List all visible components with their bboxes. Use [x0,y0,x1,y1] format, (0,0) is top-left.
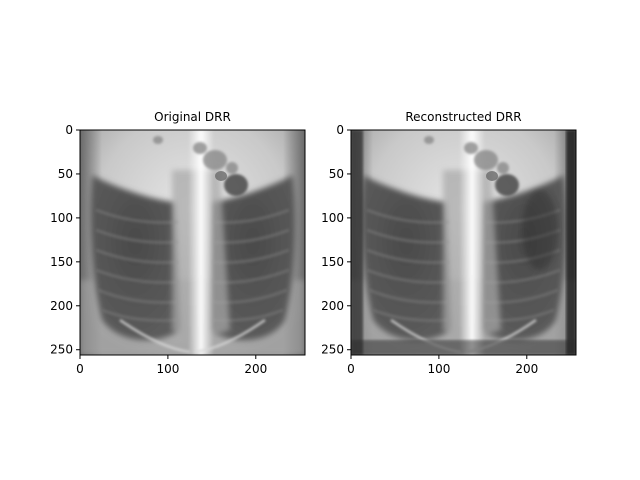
x-tick-label: 100 [156,362,179,376]
drr-image-reconstructed [351,130,576,355]
y-tick-label: 50 [329,167,344,181]
axes-reconstructed: Reconstructed DRR 0 100 200 0 50 100 150 200 25… [321,110,577,376]
drr-image-original [80,130,305,355]
x-ticks: 0 100 200 [76,355,267,376]
y-tick-label: 250 [321,343,344,357]
x-ticks: 0 100 200 [347,355,538,376]
x-tick-label: 200 [515,362,538,376]
y-tick-label: 150 [50,255,73,269]
x-tick-label: 100 [427,362,450,376]
y-ticks: 0 50 100 150 200 250 [321,123,351,357]
y-tick-label: 200 [321,299,344,313]
y-tick-label: 0 [336,123,344,137]
y-tick-label: 250 [50,343,73,357]
y-tick-label: 100 [321,211,344,225]
y-ticks: 0 50 100 150 200 250 [50,123,80,357]
x-tick-label: 200 [244,362,267,376]
axes-title: Original DRR [154,110,231,124]
y-tick-label: 0 [65,123,73,137]
axes-frame [79,129,306,356]
x-tick-label: 0 [347,362,355,376]
axes-frame [350,129,577,356]
axes-title: Reconstructed DRR [405,110,521,124]
axes-original: Original DRR 0 100 200 0 50 100 150 200 250 [50,110,306,376]
y-tick-label: 50 [58,167,73,181]
y-tick-label: 200 [50,299,73,313]
x-tick-label: 0 [76,362,84,376]
y-tick-label: 100 [50,211,73,225]
y-tick-label: 150 [321,255,344,269]
